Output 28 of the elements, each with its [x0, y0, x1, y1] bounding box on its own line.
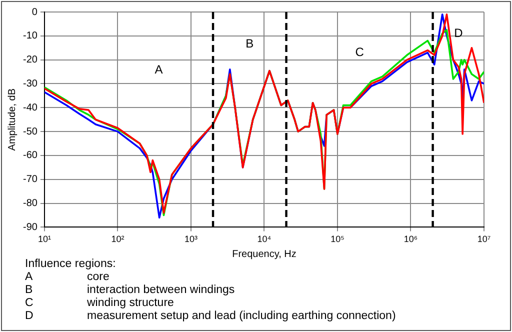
x-tick-label: 10¹ — [38, 234, 51, 244]
y-tick-label: -40 — [23, 102, 38, 114]
annotation: C — [355, 45, 364, 60]
y-tick-label: -90 — [23, 222, 38, 233]
annotation: D — [454, 26, 464, 40]
y-tick-label: -10 — [23, 30, 38, 42]
x-axis-title: Frequency, Hz — [232, 248, 296, 260]
x-tick-label: 10³ — [184, 234, 198, 244]
x-tick-label: 10⁷ — [477, 234, 491, 244]
y-tick-label: -70 — [23, 174, 38, 186]
text: Influence regions: — [25, 258, 116, 271]
x-tick-label: 10⁴ — [257, 234, 272, 244]
y-axis-title: Amplitude, dB — [6, 88, 18, 151]
text: C winding structure — [25, 297, 174, 309]
x-tick-label: 10⁵ — [330, 234, 345, 244]
y-tick-label: -50 — [23, 126, 38, 138]
annotation: B — [246, 36, 254, 51]
y-tick-label: -80 — [23, 198, 38, 210]
x-tick-label: 10⁶ — [404, 234, 418, 244]
y-tick-label: 0 — [32, 6, 38, 18]
text: D measurement setup and lead (including earthing connection) — [25, 310, 396, 322]
y-tick-label: -60 — [23, 150, 38, 162]
text: B interaction between windings — [25, 284, 235, 296]
annotation: A — [154, 62, 163, 76]
y-tick-label: -20 — [23, 54, 38, 66]
y-tick-label: -30 — [23, 78, 38, 90]
x-tick-label: 10² — [111, 234, 124, 244]
text: A core — [25, 271, 110, 283]
